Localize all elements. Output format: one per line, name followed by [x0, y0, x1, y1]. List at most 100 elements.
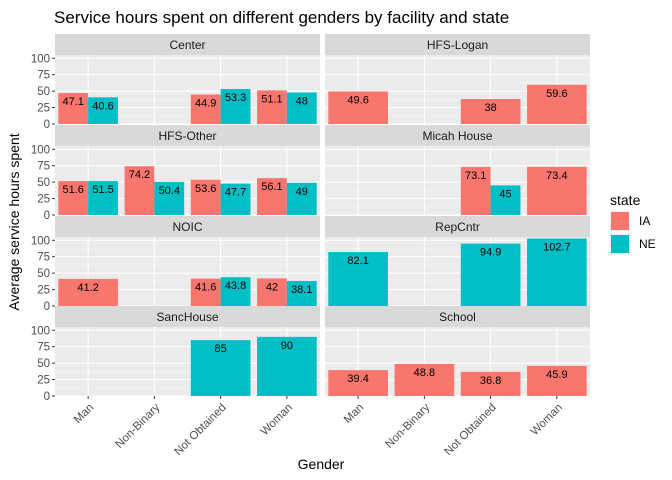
bar-not-obtained-ne — [490, 185, 521, 215]
bar-value-label: 51.1 — [261, 93, 282, 105]
chart-title: Service hours spent on different genders… — [54, 8, 509, 27]
y-tick-label: 0 — [44, 391, 50, 403]
bar-value-label: 45 — [499, 188, 511, 200]
bar-non-binary-ia — [124, 166, 155, 215]
bar-man-ne — [88, 181, 118, 215]
bar-woman-ia — [527, 84, 587, 124]
x-tick-label: Non-Binary — [113, 401, 162, 450]
y-tick-label: 25 — [37, 285, 50, 297]
facet-strip-label: HFS-Logan — [427, 38, 488, 52]
bar-not-obtained-ia — [460, 371, 521, 396]
y-tick-label: 100 — [31, 235, 50, 247]
facet-strip — [325, 216, 590, 237]
facet-sanchouse: SancHouse 0 25 50 75 100 85 90 — [31, 306, 320, 403]
facet-strip — [325, 34, 590, 55]
x-axis-title: Gender — [298, 456, 345, 472]
bar-man-ia — [328, 91, 388, 124]
bar-value-label: 56.1 — [261, 181, 282, 193]
facet-hfs-other: HFS-Other 0 25 50 75 100 51.6 51.5 74.2 50.4 53.6 4… — [31, 125, 320, 222]
x-tick-label: Man — [342, 402, 366, 426]
bar-value-label: 47.7 — [225, 187, 246, 199]
bar-man-ne — [328, 252, 388, 306]
facet-hfs-logan: HFS-Logan 49.6 38 59.6 — [325, 34, 590, 125]
bar-value-label: 49 — [296, 186, 308, 198]
x-tick-label: Not Obtained — [442, 402, 498, 458]
bar-value-label: 82.1 — [347, 255, 368, 267]
facet-strip-label: NOIC — [173, 220, 203, 234]
y-tick-label: 50 — [37, 358, 50, 370]
y-tick-label: 75 — [37, 342, 50, 354]
bar-value-label: 73.4 — [546, 170, 567, 182]
bar-not-obtained-ne — [190, 340, 251, 396]
bar-not-obtained-ia — [460, 166, 491, 215]
bar-value-label: 53.6 — [195, 183, 216, 195]
y-tick-label: 100 — [31, 53, 50, 65]
bar-value-label: 43.8 — [225, 280, 246, 292]
bar-value-label: 45.9 — [546, 369, 567, 381]
bar-value-label: 38.1 — [291, 284, 312, 296]
bar-woman-ia — [257, 90, 287, 124]
legend-label-ne: NE — [639, 237, 656, 251]
y-tick-label: 75 — [37, 252, 50, 264]
legend: state IA NE — [610, 192, 656, 254]
facet-micah-house: Micah House 73.1 45 73.4 — [325, 125, 590, 216]
bar-woman-ne — [527, 238, 587, 306]
y-tick-label: 25 — [37, 194, 50, 206]
y-tick-label: 50 — [37, 177, 50, 189]
y-tick-label: 100 — [31, 144, 50, 156]
y-tick-label: 50 — [37, 268, 50, 280]
facet-strip — [55, 306, 320, 327]
bar-value-label: 94.9 — [480, 247, 501, 259]
facet-strip — [55, 34, 320, 55]
bar-woman-ne — [286, 182, 317, 215]
bar-value-label: 73.1 — [465, 170, 486, 182]
facet-strip-label: Micah House — [422, 129, 492, 143]
bar-value-label: 39.4 — [347, 373, 368, 385]
bar-woman-ia — [527, 166, 587, 215]
bar-value-label: 47.1 — [63, 96, 84, 108]
bar-value-label: 42 — [266, 281, 278, 293]
facet-strip — [55, 125, 320, 146]
bar-value-label: 41.2 — [77, 282, 98, 294]
bar-value-label: 48.8 — [414, 367, 435, 379]
bar-not-obtained-ia — [190, 179, 221, 215]
bar-value-label: 38 — [485, 102, 497, 114]
facet-school: School 39.4 48.8 36.8 45.9 — [325, 306, 590, 397]
x-axis: Man Non-Binary Not Obtained Woman Man Non-Bin… — [72, 396, 565, 458]
bar-woman-ne — [286, 92, 317, 124]
facet-strip-label: SancHouse — [156, 310, 218, 324]
legend-label-ia: IA — [639, 214, 650, 228]
bar-value-label: 90 — [281, 340, 293, 352]
bar-not-obtained-ne — [220, 277, 251, 306]
legend-key-ia — [611, 212, 629, 230]
bar-not-obtained-ia — [190, 94, 221, 124]
bar-non-binary-ia — [394, 363, 455, 396]
y-tick-label: 0 — [44, 210, 50, 222]
y-tick-label: 75 — [37, 70, 50, 82]
bar-value-label: 40.6 — [92, 100, 113, 112]
y-tick-label: 75 — [37, 161, 50, 173]
facet-strip-label: HFS-Other — [158, 129, 216, 143]
bar-man-ne — [88, 97, 118, 124]
y-tick-label: 50 — [37, 86, 50, 98]
bar-value-label: 48 — [296, 95, 308, 107]
facet-strip — [55, 216, 320, 237]
bar-value-label: 50.4 — [159, 185, 180, 197]
facet-center: Center 0 25 50 75 100 47.1 40.6 44.9 53.3 51.1 48 — [31, 34, 320, 131]
y-tick-label: 25 — [37, 103, 50, 115]
bar-woman-ne — [257, 336, 317, 396]
x-tick-label: Non-Binary — [383, 401, 432, 450]
bar-value-label: 44.9 — [195, 97, 216, 109]
bar-woman-ia — [257, 178, 287, 215]
y-tick-label: 25 — [37, 375, 50, 387]
facet-strip — [325, 125, 590, 146]
bar-value-label: 53.3 — [225, 92, 246, 104]
bar-man-ia — [328, 370, 388, 396]
x-tick-label: Man — [72, 402, 96, 426]
bar-value-label: 41.6 — [195, 282, 216, 294]
y-tick-label: 0 — [44, 119, 50, 131]
bar-woman-ne — [286, 280, 317, 306]
y-tick-label: 0 — [44, 301, 50, 313]
bar-not-obtained-ne — [220, 183, 251, 215]
